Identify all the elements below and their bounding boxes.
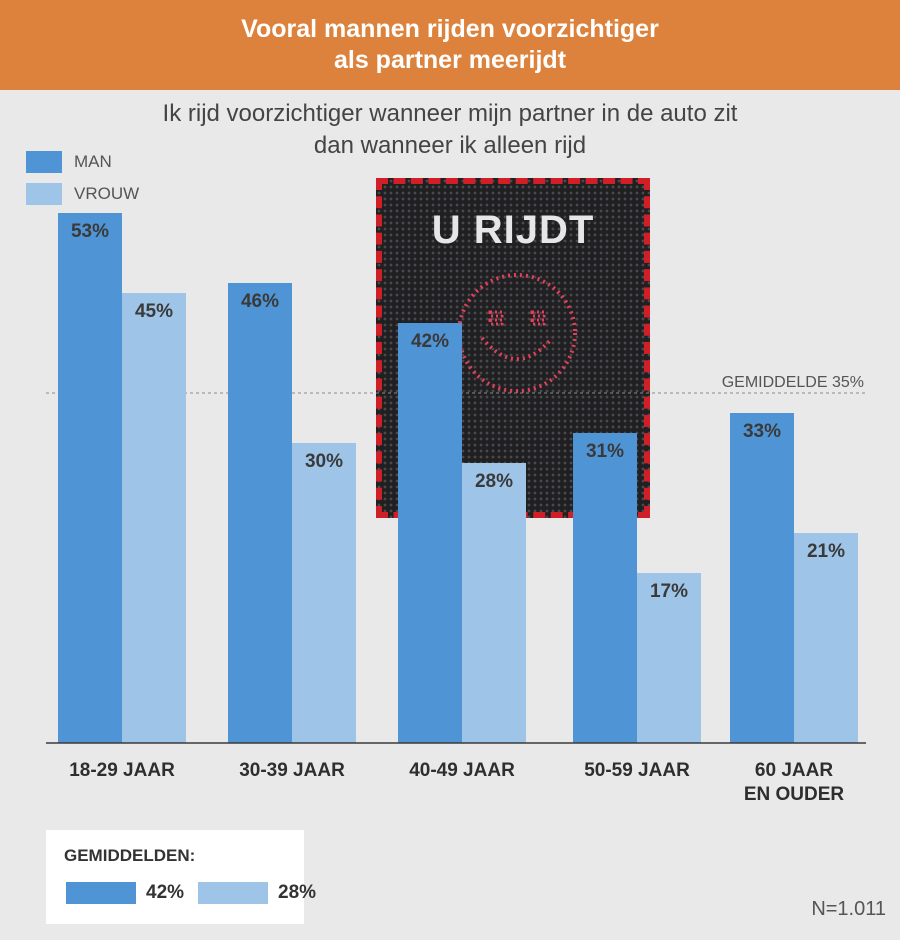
averages-title: GEMIDDELDEN: [64, 846, 196, 865]
bar-value-label: 30% [305, 451, 343, 472]
legend-item-man: MAN [26, 146, 139, 178]
bar-man [398, 323, 462, 743]
bar-value-label: 33% [743, 421, 781, 442]
led-sign-text: U RIJDT [431, 208, 595, 252]
bar-value-label: 42% [411, 331, 449, 352]
header-banner: Vooral mannen rijden voorzichtiger als p… [0, 0, 900, 90]
legend-label-man: MAN [74, 152, 112, 171]
legend-swatch-man [26, 151, 62, 173]
bar-man [228, 283, 292, 743]
average-vrouw: 28% [198, 882, 316, 904]
reference-line-label: GEMIDDELDE 35% [722, 374, 864, 391]
title-line-2: als partner meerijdt [333, 46, 567, 74]
subtitle: Ik rijd voorzichtiger wanneer mijn partn… [0, 98, 900, 162]
bar-man [730, 413, 794, 743]
category-label: EN OUDER [744, 784, 845, 805]
average-swatch-vrouw [198, 882, 268, 904]
legend-label-vrouw: VROUW [74, 184, 140, 203]
bar-man [573, 433, 637, 743]
sample-size-note: N=1.011 [811, 898, 886, 920]
bar-vrouw [637, 573, 701, 743]
averages-box: GEMIDDELDEN: 42% 28% [46, 830, 316, 924]
subtitle-line-2: dan wanneer ik alleen rijd [313, 132, 587, 159]
legend-swatch-vrouw [26, 183, 62, 205]
bar-vrouw [462, 463, 526, 743]
bar-vrouw [122, 293, 186, 743]
category-label: 40-49 JAAR [409, 760, 515, 781]
category-label: 30-39 JAAR [239, 760, 345, 781]
average-value-man: 42% [146, 882, 185, 903]
bar-value-label: 28% [475, 471, 513, 492]
average-man: 42% [66, 882, 184, 904]
category-label: 18-29 JAAR [69, 760, 175, 781]
average-swatch-man [66, 882, 136, 904]
bar-value-label: 31% [586, 441, 624, 462]
bar-vrouw [292, 443, 356, 743]
bar-value-label: 46% [241, 291, 279, 312]
legend: MAN VROUW [26, 146, 139, 210]
bar-value-label: 45% [135, 301, 173, 322]
bar-value-label: 21% [807, 541, 845, 562]
bar-vrouw [794, 533, 858, 743]
title-line-1: Vooral mannen rijden voorzichtiger [241, 15, 659, 43]
subtitle-line-1: Ik rijd voorzichtiger wanneer mijn partn… [162, 100, 738, 127]
bar-value-label: 53% [71, 221, 109, 242]
average-value-vrouw: 28% [278, 882, 317, 903]
category-label: 50-59 JAAR [584, 760, 690, 781]
legend-item-vrouw: VROUW [26, 178, 139, 210]
bar-value-label: 17% [650, 581, 688, 602]
bar-man [58, 213, 122, 743]
category-label: 60 JAAR [755, 760, 833, 781]
